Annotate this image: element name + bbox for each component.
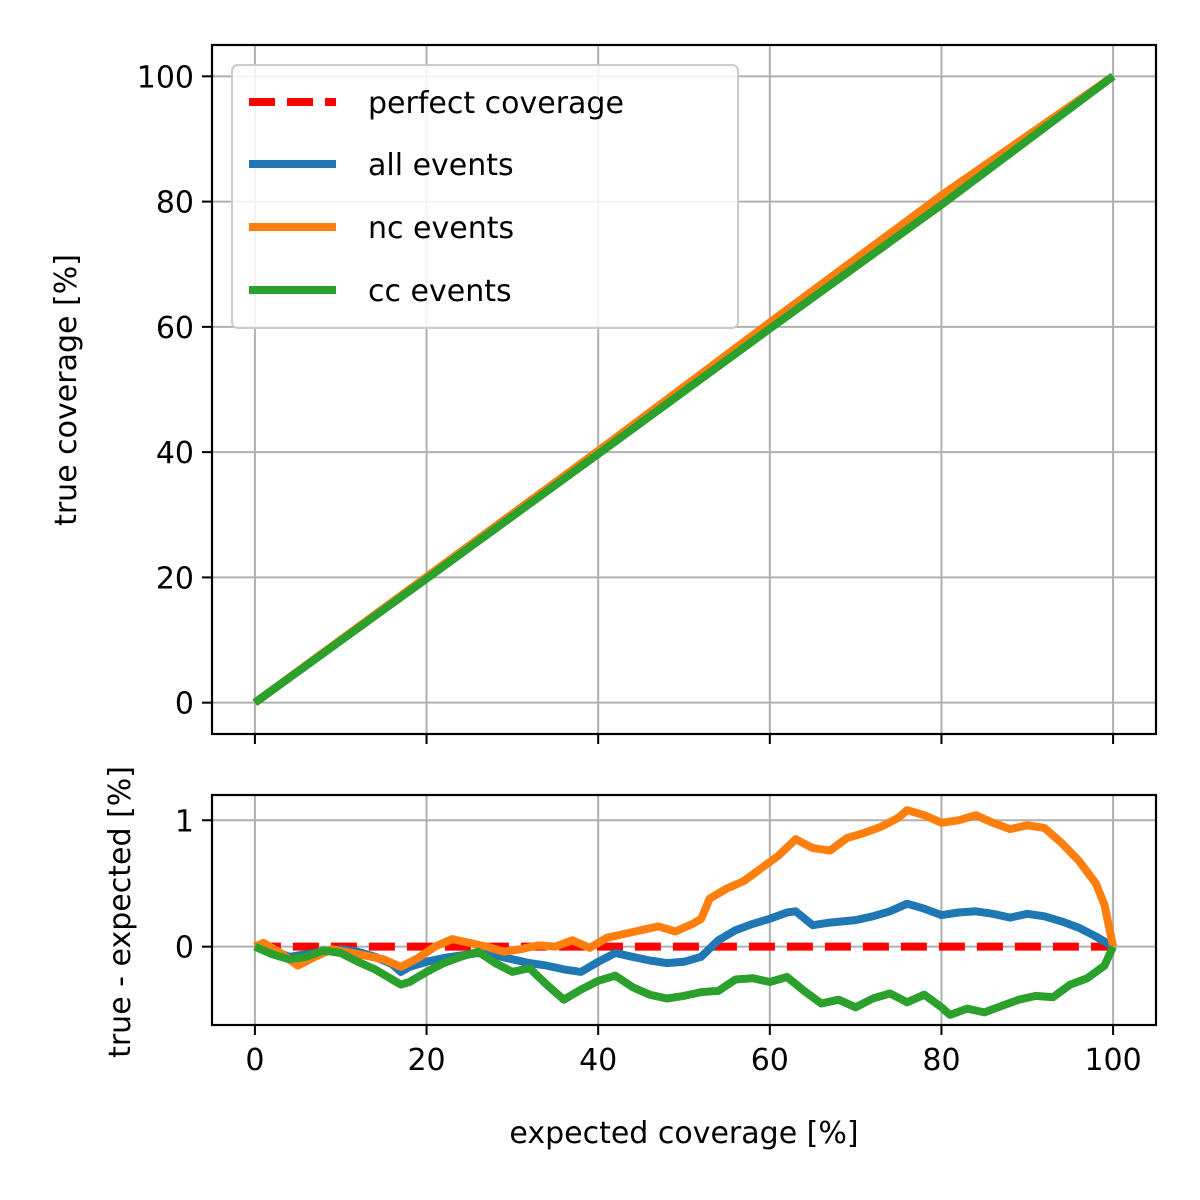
bottom-ticks: 0 20 40 60 80 100 0 1 <box>175 804 1142 1078</box>
bottom-xtick-label-100: 100 <box>1084 1043 1141 1078</box>
top-ylabel: true coverage [%] <box>49 254 84 526</box>
coverage-panel: 0 20 40 60 80 100 true coverage [%] perfect c… <box>49 43 1158 744</box>
legend-label-perfect-coverage: perfect coverage <box>368 86 624 121</box>
top-ytick-label-40: 40 <box>156 436 194 471</box>
legend-label-nc-events: nc events <box>368 211 514 246</box>
bottom-xlabel: expected coverage [%] <box>509 1116 858 1151</box>
bottom-ylabel: true - expected [%] <box>103 766 138 1058</box>
bottom-series-nc-events <box>253 806 1118 971</box>
bottom-xtick-label-20: 20 <box>407 1043 445 1078</box>
bottom-axes-frame <box>210 793 1158 1027</box>
top-ytick-label-60: 60 <box>156 311 194 346</box>
top-ytick-label-20: 20 <box>156 561 194 596</box>
top-series-group <box>252 73 1116 706</box>
top-ytick-label-80: 80 <box>156 186 194 221</box>
bottom-xtick-label-40: 40 <box>579 1043 617 1078</box>
top-axes-frame <box>210 43 1158 736</box>
bottom-ytick-label-1: 1 <box>175 804 194 839</box>
residual-panel: 0 20 40 60 80 100 0 1 true - expected [%] expec… <box>103 766 1158 1151</box>
top-ytick-label-0: 0 <box>175 687 194 722</box>
legend-box <box>231 64 739 329</box>
legend-label-all-events: all events <box>368 148 514 183</box>
bottom-series-group <box>253 806 1118 1019</box>
bottom-xtick-label-60: 60 <box>751 1043 789 1078</box>
bottom-xtick-label-0: 0 <box>245 1043 264 1078</box>
bottom-series-cc-events <box>253 942 1117 1019</box>
legend-label-cc-events: cc events <box>368 274 512 309</box>
bottom-xtick-label-80: 80 <box>922 1043 960 1078</box>
legend: perfect coverage all events nc events cc… <box>231 64 739 329</box>
bottom-ytick-label-0: 0 <box>175 931 194 966</box>
top-ticks: 0 20 40 60 80 100 <box>137 60 1115 744</box>
top-ytick-label-100: 100 <box>137 60 194 95</box>
top-series-cc-events <box>252 73 1116 706</box>
